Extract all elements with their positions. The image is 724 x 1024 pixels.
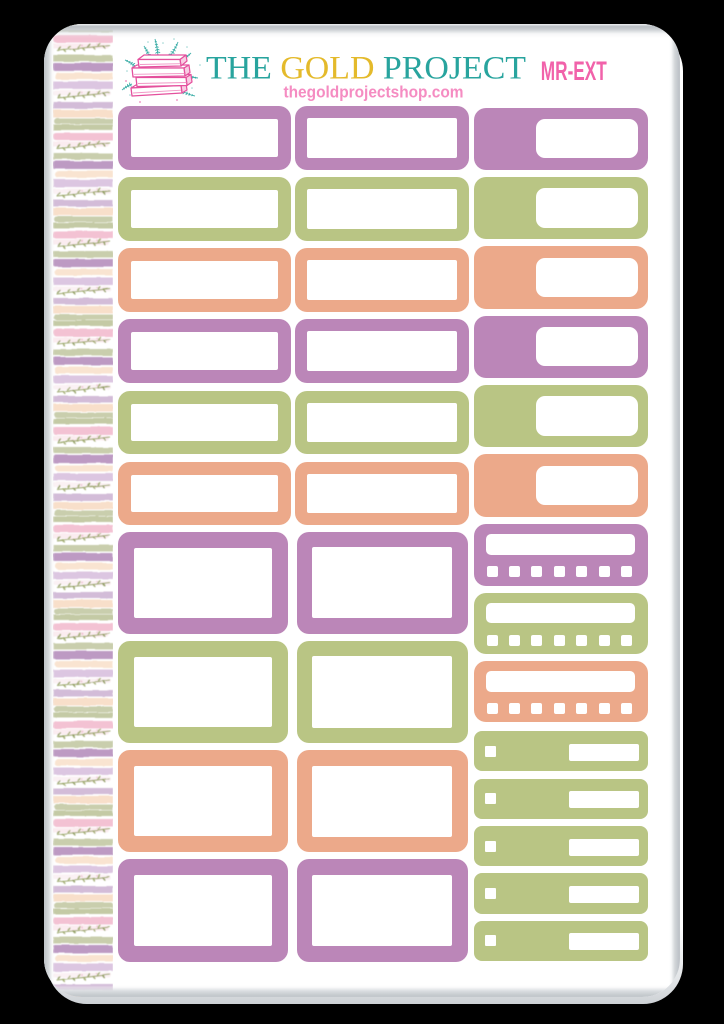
svg-text:thegoldprojectshop.com: thegoldprojectshop.com	[284, 85, 464, 102]
svg-text:MR-EXT: MR-EXT	[541, 56, 607, 86]
svg-text:THE GOLD PROJECT: THE GOLD PROJECT	[206, 51, 526, 87]
